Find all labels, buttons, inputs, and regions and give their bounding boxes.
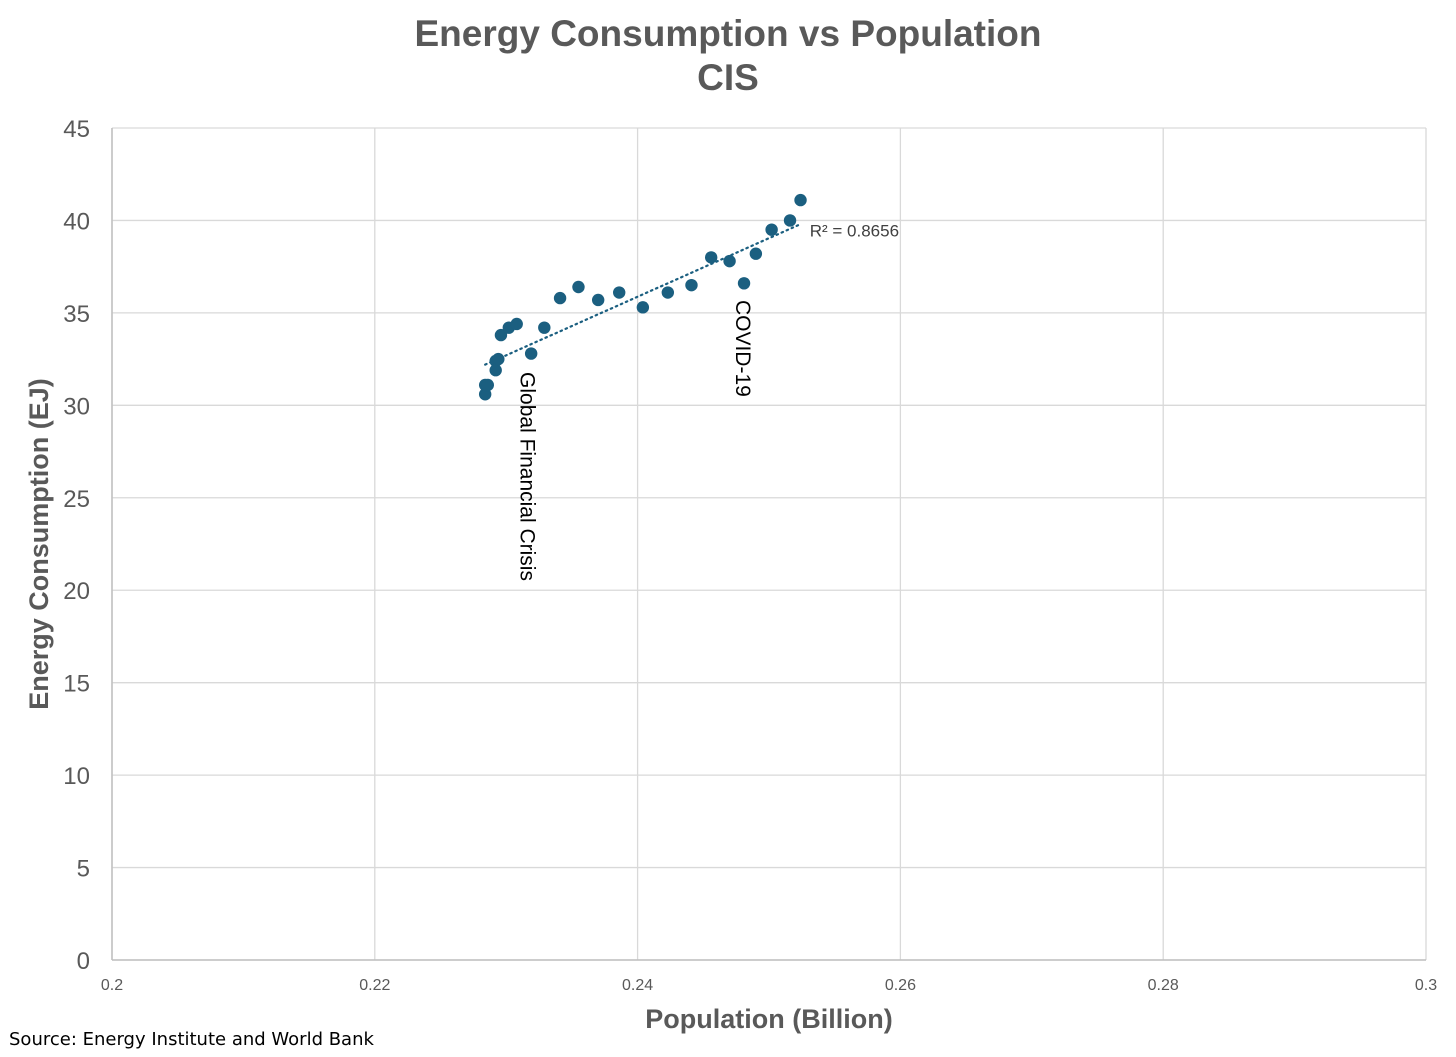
data-point bbox=[524, 347, 538, 360]
x-tick-label: 0.24 bbox=[622, 977, 653, 994]
annotations: Global Financial Crisis COVID-19 bbox=[516, 300, 754, 581]
annotation-covid-19: COVID-19 bbox=[731, 300, 754, 397]
data-point bbox=[492, 352, 505, 366]
x-tick-label: 0.26 bbox=[885, 977, 916, 994]
y-axis-title: Energy Consumption (EJ) bbox=[24, 378, 54, 710]
data-point bbox=[783, 214, 797, 227]
data-point bbox=[661, 286, 675, 299]
data-point bbox=[553, 291, 567, 305]
y-tick-label: 10 bbox=[63, 763, 90, 790]
data-point bbox=[685, 278, 698, 292]
r-squared-label: R² = 0.8656 bbox=[810, 222, 899, 241]
data-point bbox=[538, 321, 551, 334]
chart-title-line-1: Energy Consumption vs Population bbox=[415, 13, 1042, 54]
data-point bbox=[636, 301, 650, 314]
y-tick-label: 45 bbox=[63, 116, 90, 143]
y-tick-label: 35 bbox=[63, 301, 90, 328]
trendline-group: R² = 0.8656 bbox=[484, 222, 899, 366]
x-tick-label: 0.22 bbox=[359, 977, 390, 994]
data-point bbox=[591, 293, 605, 307]
data-point bbox=[510, 317, 523, 331]
x-tick-label: 0.3 bbox=[1415, 977, 1437, 994]
data-point bbox=[794, 193, 807, 207]
y-tick-label: 30 bbox=[63, 393, 90, 420]
y-tick-label: 20 bbox=[63, 578, 90, 605]
y-tick-label: 25 bbox=[63, 486, 90, 513]
data-point bbox=[489, 364, 502, 377]
chart-title-line-2: CIS bbox=[697, 57, 759, 98]
data-point bbox=[572, 280, 585, 294]
axes: 0 5 10 15 20 25 30 35 40 45 0.2 0.22 0.24 0.26 0.28 0.3 bbox=[63, 116, 1437, 994]
data-point bbox=[723, 254, 736, 268]
trendline bbox=[484, 223, 802, 366]
data-point bbox=[737, 277, 751, 290]
y-tick-label: 40 bbox=[63, 208, 90, 235]
data-points bbox=[478, 193, 807, 401]
y-tick-label: 5 bbox=[77, 856, 90, 883]
x-tick-label: 0.2 bbox=[101, 977, 123, 994]
x-tick-label: 0.28 bbox=[1148, 977, 1179, 994]
gridlines bbox=[111, 127, 1427, 961]
annotation-global-financial-crisis: Global Financial Crisis bbox=[516, 372, 539, 581]
data-point bbox=[704, 251, 718, 264]
y-tick-label: 15 bbox=[63, 671, 90, 698]
x-axis-title: Population (Billion) bbox=[645, 1004, 892, 1034]
y-tick-label: 0 bbox=[77, 948, 90, 975]
data-point bbox=[494, 328, 508, 342]
data-point bbox=[749, 247, 763, 260]
data-point bbox=[481, 378, 495, 392]
source-note: Source: Energy Institute and World Bank bbox=[9, 1029, 374, 1050]
data-point bbox=[765, 223, 778, 236]
data-point bbox=[613, 286, 626, 299]
